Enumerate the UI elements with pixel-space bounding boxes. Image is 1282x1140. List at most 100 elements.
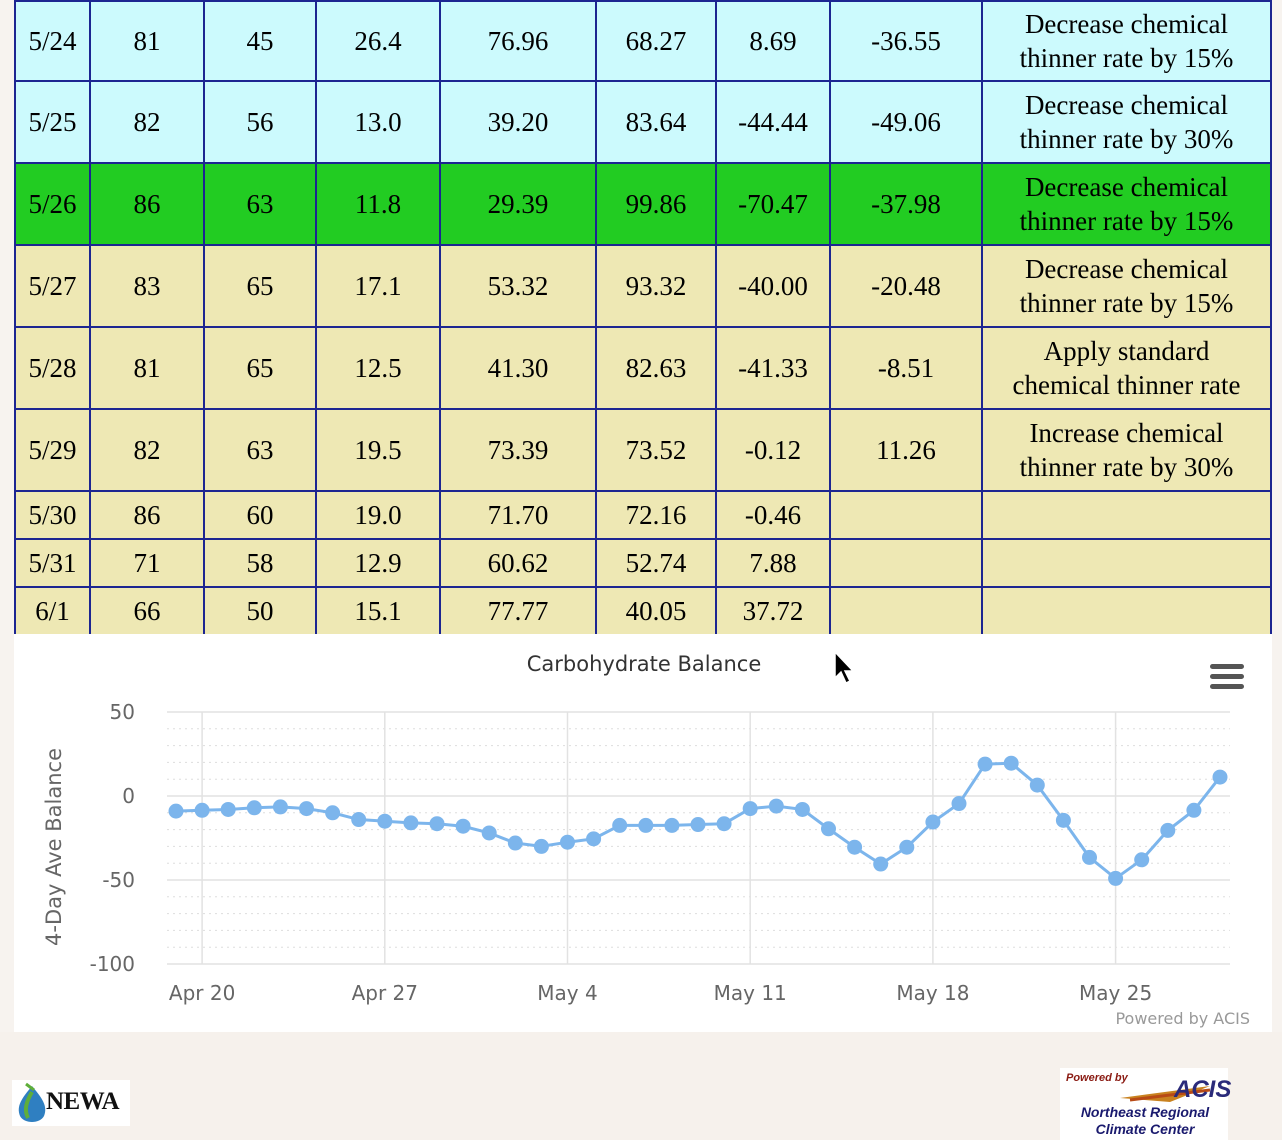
cell-demand: 99.86 xyxy=(595,162,717,246)
table-row: 5/24 81 45 26.4 76.96 68.27 8.69 -36.55 Decrease… xyxy=(14,0,1272,82)
data-point[interactable] xyxy=(481,825,497,841)
y-tick-label: -100 xyxy=(90,952,135,976)
recommendation-line1: Apply standard xyxy=(1043,336,1210,366)
cell-production: 41.30 xyxy=(439,326,597,410)
carbohydrate-balance-chart: 50 0 -50 -100 Apr 20 Apr 27 May 4 May 11 May 18 M… xyxy=(42,652,1250,1028)
recommendation-line1: Decrease chemical xyxy=(1024,9,1229,39)
table-row: 5/30 86 60 19.0 71.70 72.16 -0.46 xyxy=(14,490,1272,540)
cell-solar: 12.9 xyxy=(315,538,441,588)
cell-production: 71.70 xyxy=(439,490,597,540)
cell-solar: 26.4 xyxy=(315,0,441,82)
data-point[interactable] xyxy=(1108,870,1124,886)
recommendation-line2: thinner rate by 15% xyxy=(1019,288,1234,318)
cell-ave-balance xyxy=(829,490,983,540)
x-tick-label: Apr 27 xyxy=(352,981,418,1005)
data-point[interactable] xyxy=(638,817,654,833)
recommendation-line2: thinner rate by 15% xyxy=(1019,43,1234,73)
data-point[interactable] xyxy=(847,839,863,855)
x-tick-label: Apr 20 xyxy=(169,981,235,1005)
carbohydrate-data-table: 5/24 81 45 26.4 76.96 68.27 8.69 -36.55 Decrease… xyxy=(14,0,1272,636)
data-point[interactable] xyxy=(429,816,445,832)
cell-solar: 11.8 xyxy=(315,162,441,246)
data-point[interactable] xyxy=(403,815,419,831)
cell-demand: 72.16 xyxy=(595,490,717,540)
data-point[interactable] xyxy=(1212,769,1228,785)
data-point[interactable] xyxy=(716,816,732,832)
data-point[interactable] xyxy=(455,818,471,834)
data-point[interactable] xyxy=(873,856,889,872)
cell-max: 71 xyxy=(89,538,205,588)
cell-recommendation: Decrease chemical thinner rate by 15% xyxy=(981,162,1272,246)
cell-solar: 19.0 xyxy=(315,490,441,540)
data-point[interactable] xyxy=(1160,822,1176,838)
data-point[interactable] xyxy=(168,803,184,819)
chart-credit-link[interactable]: Powered by ACIS xyxy=(1115,1009,1250,1028)
x-tick-label: May 18 xyxy=(896,981,969,1005)
data-point[interactable] xyxy=(951,796,967,812)
cell-demand: 68.27 xyxy=(595,0,717,82)
data-point[interactable] xyxy=(299,801,314,817)
cell-min: 65 xyxy=(203,326,317,410)
data-point[interactable] xyxy=(1082,849,1097,865)
data-point[interactable] xyxy=(612,817,628,833)
data-point[interactable] xyxy=(1186,802,1202,818)
table-row: 5/28 81 65 12.5 41.30 82.63 -41.33 -8.51 Apply s… xyxy=(14,326,1272,410)
data-point[interactable] xyxy=(1055,812,1071,828)
cell-solar: 15.1 xyxy=(315,586,441,636)
cell-max: 66 xyxy=(89,586,205,636)
acis-org-line2: Climate Center xyxy=(1095,1121,1195,1137)
cell-balance: 7.88 xyxy=(715,538,831,588)
acis-org-line1: Northeast Regional xyxy=(1080,1104,1210,1120)
data-point[interactable] xyxy=(899,839,915,855)
recommendation-line2: chemical thinner rate xyxy=(1012,370,1241,400)
cell-ave-balance: -49.06 xyxy=(829,80,983,164)
data-point[interactable] xyxy=(690,817,706,833)
data-point[interactable] xyxy=(272,799,288,815)
cell-recommendation: Decrease chemical thinner rate by 15% xyxy=(981,0,1272,82)
cell-ave-balance: 11.26 xyxy=(829,408,983,492)
data-point[interactable] xyxy=(977,756,993,772)
cell-demand: 83.64 xyxy=(595,80,717,164)
data-point[interactable] xyxy=(768,798,784,814)
data-point[interactable] xyxy=(377,813,393,829)
data-point[interactable] xyxy=(246,800,262,816)
cell-date: 5/25 xyxy=(14,80,91,164)
data-point[interactable] xyxy=(586,831,602,847)
cell-date: 5/24 xyxy=(14,0,91,82)
data-point[interactable] xyxy=(821,821,836,837)
cell-demand: 52.74 xyxy=(595,538,717,588)
data-point[interactable] xyxy=(1029,777,1045,793)
data-point[interactable] xyxy=(664,817,680,833)
data-point[interactable] xyxy=(560,834,575,850)
hamburger-menu-icon[interactable] xyxy=(1204,656,1250,696)
cell-balance: -40.00 xyxy=(715,244,831,328)
cell-production: 60.62 xyxy=(439,538,597,588)
cell-min: 60 xyxy=(203,490,317,540)
recommendation-line2: thinner rate by 15% xyxy=(1019,206,1234,236)
data-point[interactable] xyxy=(925,814,941,830)
data-point[interactable] xyxy=(220,801,236,817)
cell-max: 82 xyxy=(89,408,205,492)
data-point[interactable] xyxy=(507,835,523,851)
data-point[interactable] xyxy=(533,838,549,854)
data-point[interactable] xyxy=(1003,755,1019,771)
cell-balance: -41.33 xyxy=(715,326,831,410)
cell-ave-balance xyxy=(829,538,983,588)
data-point[interactable] xyxy=(194,802,210,818)
acis-logo[interactable] xyxy=(1060,1068,1228,1140)
recommendation-line1: Decrease chemical xyxy=(1024,90,1229,120)
table-row: 5/29 82 63 19.5 73.39 73.52 -0.12 11.26 Increase… xyxy=(14,408,1272,492)
cell-recommendation: Apply standard chemical thinner rate xyxy=(981,326,1272,410)
cell-balance: -44.44 xyxy=(715,80,831,164)
y-tick-label: 0 xyxy=(122,784,135,808)
cell-min: 50 xyxy=(203,586,317,636)
data-point[interactable] xyxy=(742,801,758,817)
cell-date: 5/27 xyxy=(14,244,91,328)
data-point[interactable] xyxy=(351,812,367,828)
table-row: 5/27 83 65 17.1 53.32 93.32 -40.00 -20.48 Decrea… xyxy=(14,244,1272,328)
data-point[interactable] xyxy=(325,805,341,821)
data-point[interactable] xyxy=(794,801,810,817)
newa-logo[interactable] xyxy=(12,1080,130,1126)
cell-demand: 40.05 xyxy=(595,586,717,636)
data-point[interactable] xyxy=(1134,852,1150,868)
